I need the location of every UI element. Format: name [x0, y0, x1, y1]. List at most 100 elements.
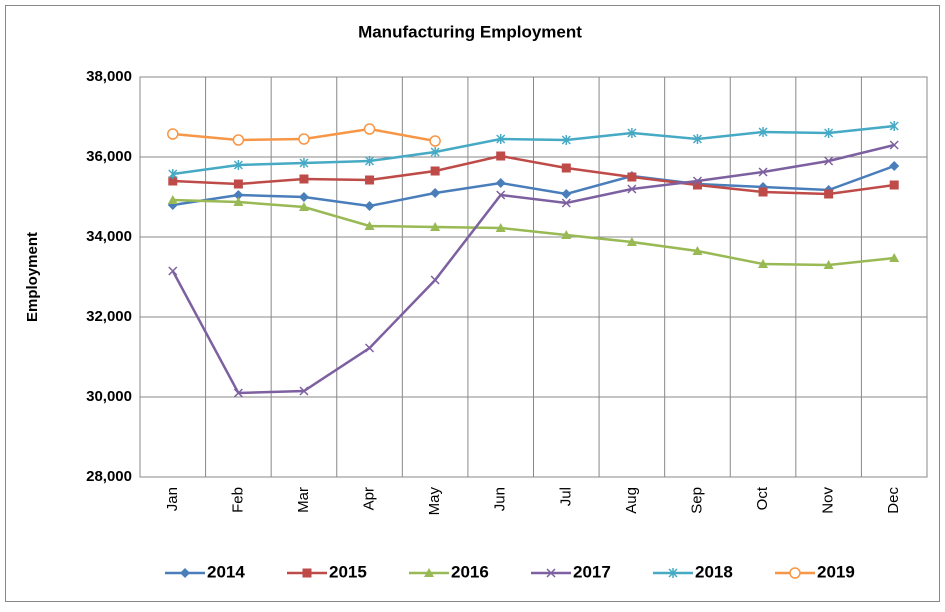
marker — [627, 128, 637, 138]
marker — [364, 221, 375, 230]
marker — [495, 223, 506, 232]
marker — [233, 388, 243, 398]
marker — [168, 266, 178, 276]
marker — [561, 163, 571, 173]
marker — [758, 127, 768, 137]
marker — [496, 134, 506, 144]
x-tick-label: Nov — [820, 487, 837, 514]
chart-title: Manufacturing Employment — [358, 22, 582, 41]
legend-marker — [789, 567, 801, 579]
series-line — [171, 143, 895, 395]
y-tick-label: 30,000 — [86, 388, 132, 405]
marker — [758, 259, 769, 268]
legend-marker — [668, 568, 678, 578]
marker — [430, 147, 440, 157]
marker — [824, 189, 834, 199]
marker — [627, 172, 637, 182]
marker — [692, 246, 703, 255]
series-line — [172, 124, 895, 176]
marker — [299, 386, 309, 396]
marker — [363, 123, 376, 135]
marker — [824, 128, 834, 138]
marker — [889, 121, 899, 131]
chart-border — [5, 5, 940, 602]
marker — [233, 179, 243, 189]
legend-marker — [180, 568, 190, 578]
marker — [298, 202, 309, 211]
y-tick-label: 28,000 — [86, 468, 132, 485]
marker — [233, 190, 244, 200]
marker — [298, 133, 310, 145]
x-tick-label: Mar — [295, 487, 312, 513]
marker — [824, 156, 834, 166]
x-tick-label: Feb — [229, 487, 246, 513]
marker — [365, 175, 375, 185]
plot-frame — [139, 76, 928, 478]
legend-label: 2015 — [329, 562, 367, 581]
x-tick-label: Jul — [557, 487, 574, 506]
y-tick-label: 36,000 — [86, 148, 132, 165]
legend-label: 2018 — [695, 562, 733, 581]
marker — [561, 230, 572, 239]
marker — [365, 343, 375, 353]
marker — [496, 190, 506, 200]
series-line — [172, 154, 895, 196]
series-line — [172, 198, 895, 267]
x-tick-label: Oct — [754, 486, 771, 510]
marker — [429, 135, 441, 147]
legend-marker — [546, 568, 556, 578]
marker — [167, 128, 179, 140]
legend-label: 2017 — [573, 562, 611, 581]
x-tick-label: Jan — [164, 487, 181, 511]
legend-marker — [302, 568, 312, 578]
marker — [298, 192, 309, 202]
x-tick-label: Jun — [492, 487, 509, 511]
x-tick-label: May — [426, 487, 443, 516]
y-tick-label: 34,000 — [86, 228, 132, 245]
marker — [627, 184, 637, 194]
marker — [889, 180, 899, 190]
marker — [626, 237, 637, 246]
marker — [430, 188, 441, 198]
marker — [561, 189, 572, 199]
marker — [430, 275, 440, 285]
marker — [299, 158, 309, 168]
marker — [561, 198, 571, 208]
marker — [430, 166, 440, 176]
marker — [299, 174, 309, 184]
marker — [168, 169, 178, 179]
legend-label: 2014 — [207, 562, 245, 581]
y-tick-label: 38,000 — [86, 68, 132, 85]
marker — [233, 197, 244, 206]
series-line — [172, 164, 895, 208]
marker — [233, 160, 243, 170]
x-tick-label: Apr — [361, 487, 378, 510]
marker — [889, 253, 900, 262]
legend-marker — [424, 568, 434, 577]
marker — [889, 140, 899, 150]
marker — [364, 201, 375, 211]
marker — [561, 135, 571, 145]
x-tick-label: Aug — [623, 487, 640, 514]
marker — [430, 222, 441, 231]
marker — [692, 134, 702, 144]
x-tick-label: Dec — [885, 487, 902, 514]
y-tick-label: 32,000 — [86, 308, 132, 325]
y-axis-label: Employment — [24, 232, 41, 322]
marker — [692, 180, 702, 190]
marker — [232, 134, 245, 146]
x-tick-label: Sep — [688, 487, 705, 514]
marker — [692, 176, 702, 186]
legend-label: 2019 — [817, 562, 855, 581]
marker — [167, 195, 178, 204]
marker — [823, 260, 834, 269]
marker — [365, 156, 375, 166]
marker — [758, 167, 768, 177]
marker — [495, 178, 506, 188]
legend-label: 2016 — [451, 562, 489, 581]
marker — [758, 187, 768, 197]
marker — [168, 176, 178, 186]
marker — [496, 151, 506, 161]
marker — [889, 161, 900, 171]
